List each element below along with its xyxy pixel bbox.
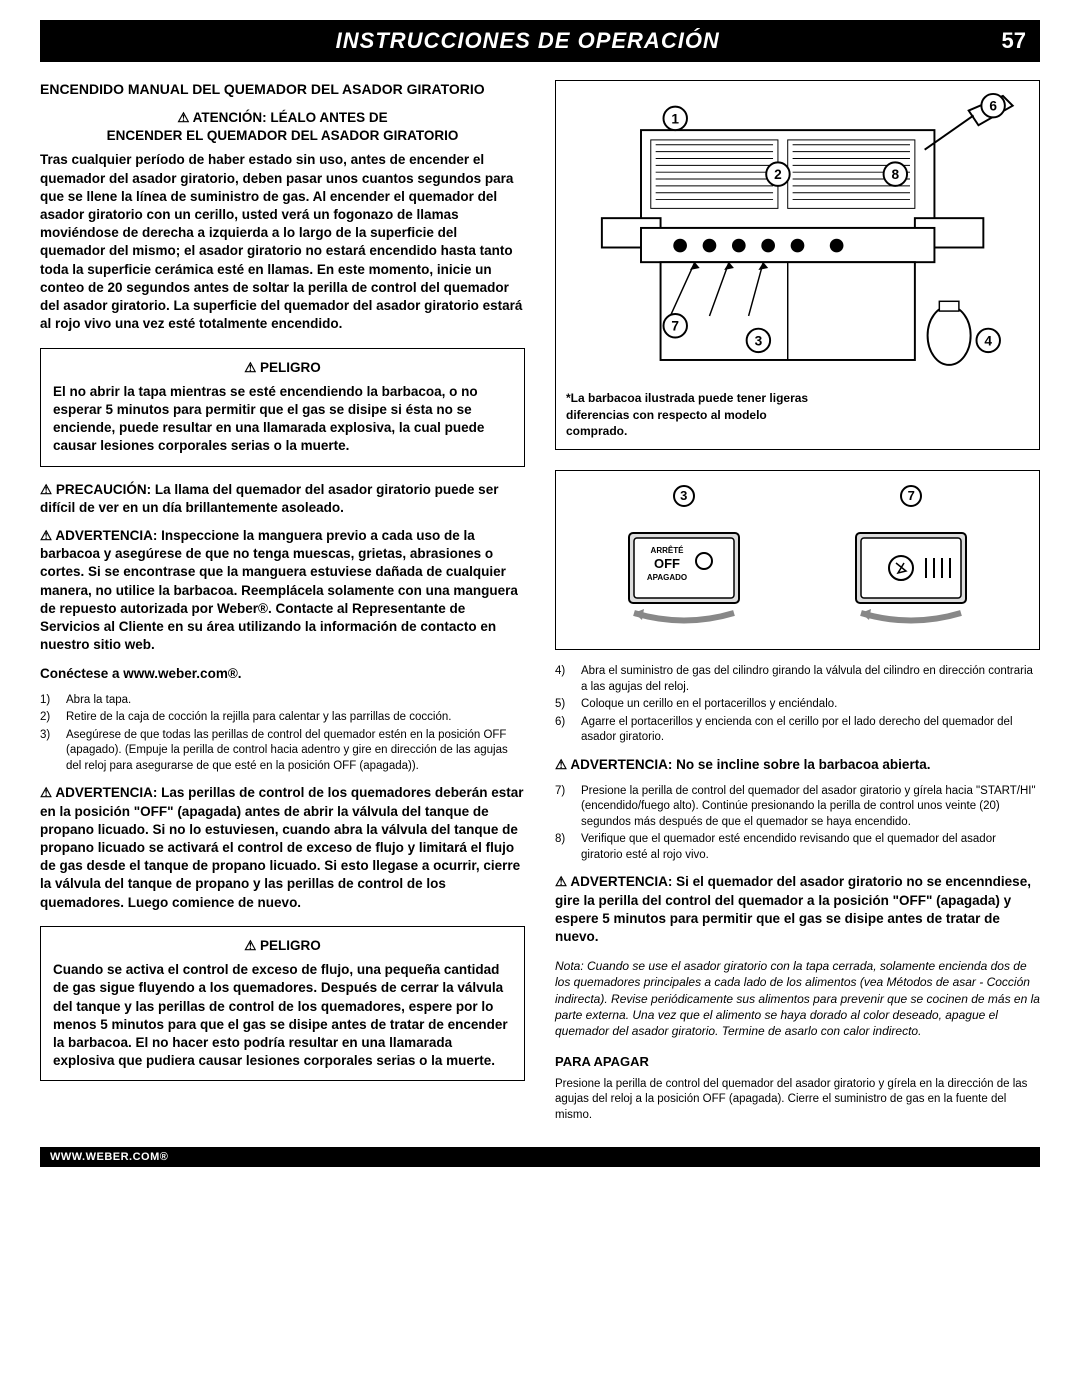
knob-ignite: 7 bbox=[836, 485, 986, 633]
peligro-1-label: ⚠ PELIGRO bbox=[53, 359, 512, 377]
header-title: INSTRUCCIONES DE OPERACIÓN bbox=[54, 28, 1002, 54]
svg-text:8: 8 bbox=[892, 167, 900, 182]
list-item: 1)Abra la tapa. bbox=[40, 693, 525, 709]
para-apagar-text: Presione la perilla de control del quema… bbox=[555, 1077, 1040, 1124]
list-item: 5)Coloque un cerillo en el portacerillos… bbox=[555, 697, 1040, 713]
right-column: 1 2 3 4 6 7 8 *La barbacoa ilustrada pue… bbox=[555, 80, 1040, 1123]
svg-text:6: 6 bbox=[989, 99, 997, 114]
callout-3: 3 bbox=[673, 485, 695, 507]
knob-warning: ⚠ ADVERTENCIA: Las perillas de control d… bbox=[40, 784, 525, 912]
attention-sub: ENCENDER EL QUEMADOR DEL ASADOR GIRATORI… bbox=[107, 128, 459, 143]
knob-off-icon: ARRÊTÉ OFF APAGADO bbox=[609, 513, 759, 633]
svg-text:1: 1 bbox=[671, 111, 679, 126]
peligro-2-label: ⚠ PELIGRO bbox=[53, 937, 512, 955]
hose-warning: ⚠ ADVERTENCIA: Inspeccione la manguera p… bbox=[40, 527, 525, 655]
header-page-number: 57 bbox=[1002, 28, 1026, 54]
footer-url: WWW.WEBER.COM® bbox=[40, 1147, 1040, 1167]
diagram-caption: *La barbacoa ilustrada puede tener liger… bbox=[566, 390, 826, 439]
attention-heading: ⚠ ATENCIÓN: LÉALO ANTES DE ENCENDER EL Q… bbox=[40, 109, 525, 145]
list-item: 2)Retire de la caja de cocción la rejill… bbox=[40, 710, 525, 726]
precaution-text: ⚠ PRECAUCIÓN: La llama del quemador del … bbox=[40, 481, 525, 517]
para-apagar-heading: PARA APAGAR bbox=[555, 1053, 1040, 1071]
cooking-note: Nota: Cuando se use el asador giratorio … bbox=[555, 958, 1040, 1039]
svg-text:7: 7 bbox=[671, 319, 679, 334]
svg-text:ARRÊTÉ: ARRÊTÉ bbox=[650, 546, 684, 555]
page-header: INSTRUCCIONES DE OPERACIÓN 57 bbox=[40, 20, 1040, 62]
svg-text:APAGADO: APAGADO bbox=[647, 573, 687, 582]
knob-ignite-icon bbox=[836, 513, 986, 633]
svg-text:2: 2 bbox=[774, 167, 782, 182]
steps-right-2: 7)Presione la perilla de control del que… bbox=[555, 784, 1040, 864]
connect-line: Conéctese a www.weber.com®. bbox=[40, 665, 525, 683]
peligro-box-1: ⚠ PELIGRO El no abrir la tapa mientras s… bbox=[40, 348, 525, 467]
list-item: 4)Abra el suministro de gas del cilindro… bbox=[555, 664, 1040, 695]
peligro-box-2: ⚠ PELIGRO Cuando se activa el control de… bbox=[40, 926, 525, 1082]
list-item: 7)Presione la perilla de control del que… bbox=[555, 784, 1040, 831]
lean-warning: ⚠ ADVERTENCIA: No se incline sobre la ba… bbox=[555, 756, 1040, 774]
steps-right-1: 4)Abra el suministro de gas del cilindro… bbox=[555, 664, 1040, 746]
relight-warning: ⚠ ADVERTENCIA: Si el quemador del asador… bbox=[555, 873, 1040, 946]
left-column: ENCENDIDO MANUAL DEL QUEMADOR DEL ASADOR… bbox=[40, 80, 525, 1123]
list-item: 3)Asegúrese de que todas las perillas de… bbox=[40, 728, 525, 775]
attention-paragraph: Tras cualquier período de haber estado s… bbox=[40, 151, 525, 333]
peligro-2-text: Cuando se activa el control de exceso de… bbox=[53, 961, 512, 1070]
knob-diagram: 3 ARRÊTÉ OFF APAGADO 7 bbox=[555, 470, 1040, 650]
knob-off: 3 ARRÊTÉ OFF APAGADO bbox=[609, 485, 759, 633]
section-title: ENCENDIDO MANUAL DEL QUEMADOR DEL ASADOR… bbox=[40, 80, 525, 99]
callout-7: 7 bbox=[900, 485, 922, 507]
list-item: 6)Agarre el portacerillos y encienda con… bbox=[555, 715, 1040, 746]
steps-left: 1)Abra la tapa. 2)Retire de la caja de c… bbox=[40, 693, 525, 775]
grill-illustration-icon: 1 2 3 4 6 7 8 bbox=[566, 91, 1029, 384]
svg-text:4: 4 bbox=[984, 333, 992, 348]
svg-text:OFF: OFF bbox=[654, 556, 680, 571]
grill-diagram: 1 2 3 4 6 7 8 *La barbacoa ilustrada pue… bbox=[555, 80, 1040, 450]
content-columns: ENCENDIDO MANUAL DEL QUEMADOR DEL ASADOR… bbox=[40, 80, 1040, 1123]
list-item: 8)Verifique que el quemador esté encendi… bbox=[555, 832, 1040, 863]
peligro-1-text: El no abrir la tapa mientras se esté enc… bbox=[53, 383, 512, 456]
svg-text:3: 3 bbox=[755, 333, 763, 348]
attention-label: ⚠ ATENCIÓN: LÉALO ANTES DE bbox=[177, 110, 387, 125]
